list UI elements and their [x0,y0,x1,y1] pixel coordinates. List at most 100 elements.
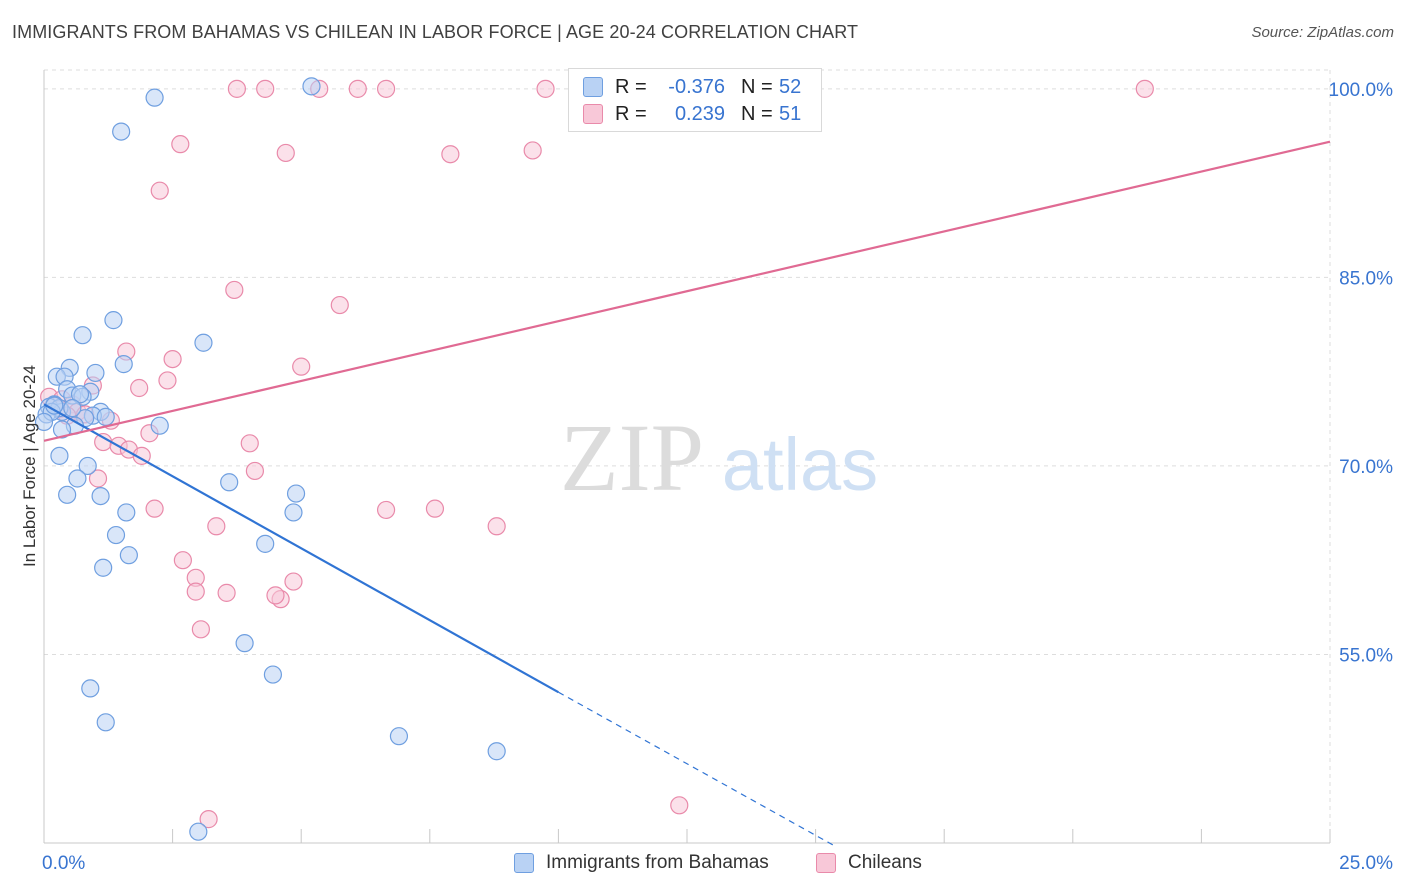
chileans-point [1135,79,1154,98]
chileans-point [163,349,182,369]
bahamas-point [34,412,54,432]
bahamas-point [52,420,72,439]
chileans-point [173,551,192,570]
chileans-point [207,517,226,536]
legend-n-label: N = [741,102,773,125]
chileans-point [487,517,506,536]
series-legend: Immigrants from Bahamas Chileans [0,852,1406,878]
legend-row-bahamas: R = -0.376 N = 52 [583,75,801,99]
bahamas-trend-line [43,403,559,694]
bahamas-point [150,416,169,435]
chileans-point [523,141,542,160]
chileans-point [266,586,285,605]
chileans-point [376,500,396,520]
chileans-point [191,620,210,639]
axes [43,70,1331,844]
chileans-point [132,446,151,465]
bahamas-point [119,546,138,565]
bahamas-point [194,333,213,352]
legend-swatch-bahamas [514,853,534,873]
chileans-point [227,79,246,98]
watermark-atlas: atlas [722,423,878,506]
trend-lines [43,140,1331,848]
bahamas-point [58,485,77,504]
bahamas-trend-extension [558,691,837,848]
legend-r-value: -0.376 [668,75,725,98]
bahamas-point [263,665,283,684]
chileans-point [94,432,113,452]
legend-n-value: 52 [779,75,802,98]
legend-label-chileans: Chileans [848,852,922,873]
legend-r-label: R = [615,75,647,98]
chileans-point [158,371,177,390]
bahamas-point [114,355,133,374]
chileans-point [376,79,396,98]
bahamas-point [96,407,115,427]
source-label: Source: ZipAtlas.com [1251,24,1394,41]
bahamas-point [91,486,110,506]
bahamas-point [106,525,126,545]
correlation-legend: R = -0.376 N = 52 R = 0.239 N = 51 [568,68,822,132]
bahamas-point [63,399,82,418]
x-tick-label: 0.0% [42,853,85,874]
legend-item-chileans[interactable]: Chileans [816,852,922,874]
bahamas-point [104,311,123,330]
bahamas-point [235,634,254,653]
legend-swatch-chileans [816,853,836,873]
chileans-point [670,796,689,815]
y-tick-label: 100.0% [1329,80,1394,101]
chileans-point [276,143,295,163]
legend-swatch-chileans [583,104,603,124]
bahamas-point [189,822,208,841]
bahamas-point [78,456,97,476]
chileans-point [186,582,205,601]
chileans-point [217,583,236,602]
legend-label-bahamas: Immigrants from Bahamas [546,852,769,873]
legend-r-label: R = [615,102,647,125]
bahamas-point [284,503,303,522]
chileans-point [145,499,164,518]
legend-n-value: 51 [779,102,802,125]
chileans-point [348,79,367,98]
chileans-point [88,469,108,488]
chileans-point [240,434,259,453]
chileans-point [256,79,275,98]
bahamas-point [487,742,506,761]
bahamas-point [86,363,105,383]
chileans-point [225,280,244,300]
bahamas-point [256,534,275,553]
bahamas-point [68,469,87,488]
y-tick-label: 55.0% [1339,645,1393,666]
legend-item-bahamas[interactable]: Immigrants from Bahamas [514,852,769,874]
bahamas-point [302,77,321,96]
y-axis-label: In Labor Force | Age 20-24 [20,365,39,567]
chileans-point [292,357,311,376]
legend-n-label: N = [741,75,773,98]
bahamas-point [96,713,115,732]
chileans-point [330,295,349,315]
y-tick-label: 85.0% [1339,268,1393,289]
watermark-zip: ZIP [560,404,704,511]
bahamas-point [50,446,69,465]
chileans-point [536,79,555,98]
chileans-point [425,499,445,518]
bahamas-point [81,679,100,698]
chileans-point [171,135,190,154]
bahamas-point [286,484,306,503]
bahamas-point [70,385,90,404]
bahamas-point [117,503,136,522]
chileans-point [441,145,460,164]
legend-swatch-bahamas [583,77,603,97]
chileans-point [245,461,265,481]
chileans-trend-line [43,140,1331,442]
chileans-point [284,572,303,591]
legend-r-value: 0.239 [674,102,725,125]
legend-row-chileans: R = 0.239 N = 51 [583,102,801,126]
chileans-point [199,810,218,829]
chileans-point [130,378,149,398]
y-tick-label: 70.0% [1339,457,1393,478]
chileans-point [150,181,169,200]
bahamas-point [73,326,92,345]
chart-title: IMMIGRANTS FROM BAHAMAS VS CHILEAN IN LA… [12,22,859,42]
